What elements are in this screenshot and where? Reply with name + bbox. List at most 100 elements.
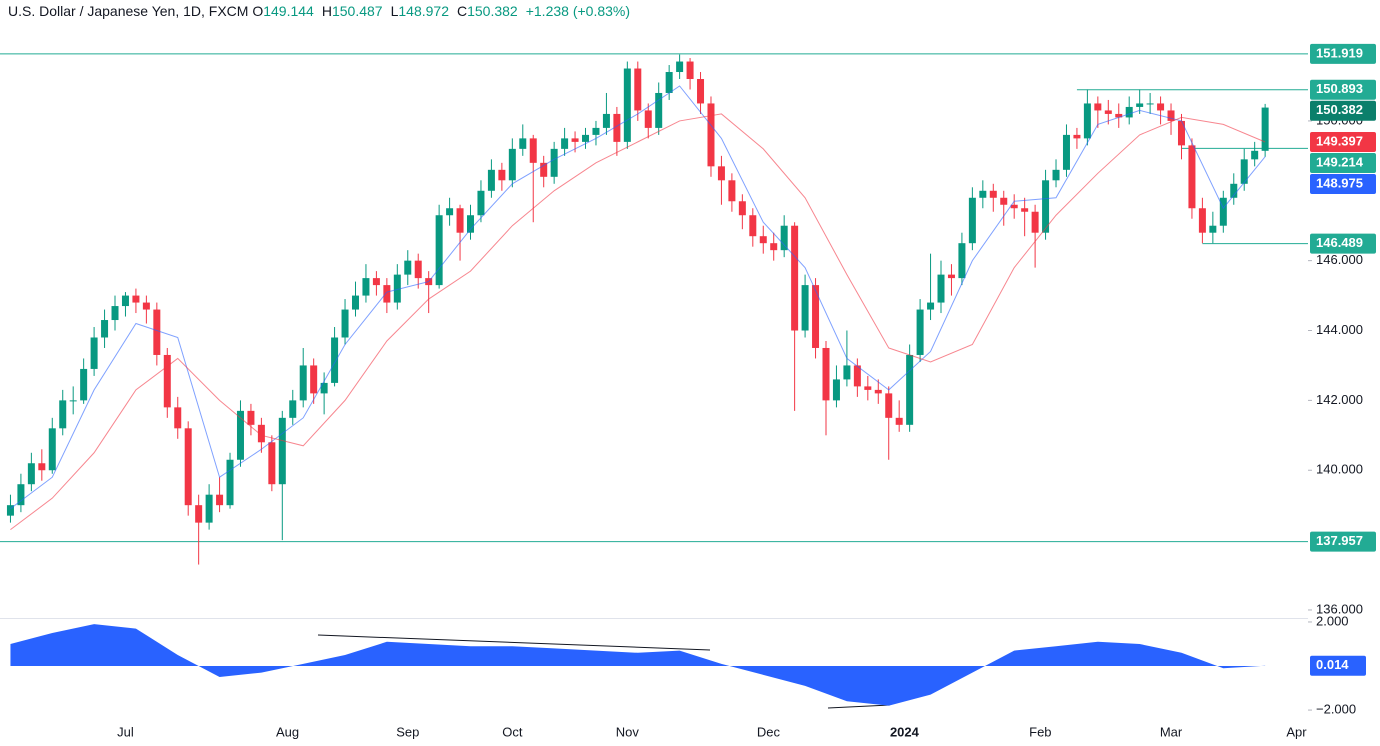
x-tick-label: Nov (616, 724, 640, 739)
candle-body (1240, 159, 1248, 184)
candle-body (205, 494, 213, 523)
candle-body (236, 410, 244, 460)
y-tick-label: 144.000 (1316, 322, 1363, 337)
candle-body (372, 278, 380, 286)
candle-body (550, 148, 558, 177)
price-label: 148.975 (1316, 175, 1363, 190)
candle-body (927, 302, 935, 310)
field-key: H (321, 3, 332, 19)
candle-body (216, 494, 224, 506)
candle-body (770, 243, 778, 251)
candle-body (989, 190, 997, 198)
moving-average (10, 85, 1266, 510)
x-tick-label: 2024 (890, 724, 920, 739)
field-value: 148.972 (398, 3, 449, 19)
candle-body (738, 201, 746, 216)
x-tick-label: Feb (1029, 724, 1051, 739)
candle-body (69, 400, 77, 402)
candle-body (613, 113, 621, 142)
candle-body (602, 113, 610, 128)
candle-body (383, 285, 391, 303)
price-label-box (1310, 152, 1376, 173)
candle-body (1115, 113, 1123, 118)
candle-body (1219, 197, 1227, 226)
candle-body (195, 505, 203, 523)
candle-body (467, 215, 475, 233)
candle-body (916, 309, 924, 355)
value-label: 0.014 (1316, 657, 1349, 672)
price-label-box (1310, 43, 1376, 64)
y-tick-label: 140.000 (1316, 462, 1363, 477)
candle-body (331, 337, 339, 383)
candle-body (184, 428, 192, 506)
field-key: O (252, 3, 264, 19)
candle-body (6, 505, 14, 516)
candle-body (623, 68, 631, 142)
price-label: 150.893 (1316, 81, 1363, 96)
candle-body (801, 285, 809, 331)
candle-body (1021, 208, 1029, 212)
candle-body (163, 354, 171, 408)
candle-body (571, 138, 579, 142)
candle-body (90, 337, 98, 369)
candle-body (749, 215, 757, 237)
price-label: 149.397 (1316, 133, 1363, 148)
price-label: 151.919 (1316, 45, 1363, 60)
candle-body (27, 463, 35, 485)
candle-body (582, 134, 590, 142)
candle-body (59, 400, 67, 429)
candle-body (1230, 183, 1238, 198)
candle-body (247, 410, 255, 425)
candle-body (592, 127, 600, 135)
candle-body (257, 424, 265, 443)
ohlc: O149.144 H150.487 L148.972 C150.382 (252, 3, 525, 19)
candle-body (1177, 120, 1185, 146)
candle-body (393, 274, 401, 303)
candle-body (101, 320, 109, 338)
value-label-box (1310, 655, 1366, 676)
price-label-box (1310, 531, 1376, 552)
candle-body (759, 236, 767, 244)
candle-body (132, 295, 140, 303)
y-tick-label: 142.000 (1316, 392, 1363, 407)
candle-body (906, 354, 914, 425)
candle-body (697, 79, 705, 104)
candle-body (707, 103, 715, 167)
field-value: 149.144 (263, 3, 314, 19)
header: U.S. Dollar / Japanese Yen, 1D, FXCM O14… (8, 3, 638, 19)
candle-body (634, 68, 642, 111)
candle-body (540, 162, 548, 177)
candle-body (153, 309, 161, 355)
price-label: 146.489 (1316, 235, 1363, 250)
candle-body (289, 400, 297, 418)
candle-body (404, 260, 412, 275)
candle-body (1125, 106, 1133, 118)
x-tick-label: Dec (757, 724, 781, 739)
candle-body (780, 225, 788, 251)
x-tick-label: Sep (396, 724, 419, 739)
candle-body (446, 208, 454, 216)
candle-body (665, 72, 673, 93)
field-key: C (456, 3, 468, 19)
x-tick-label: Mar (1160, 724, 1183, 739)
trendline (317, 634, 711, 651)
candle-body (686, 61, 694, 80)
candle-body (435, 215, 443, 286)
candle-body (979, 190, 987, 198)
candle-body (38, 463, 46, 471)
price-label-box (1310, 233, 1376, 254)
candle-body (278, 417, 286, 485)
candle-body (958, 243, 966, 279)
symbol: U.S. Dollar / Japanese Yen, 1D, FXCM (8, 3, 249, 19)
candle-body (414, 260, 422, 279)
candle-body (843, 365, 851, 380)
candle-body (1010, 204, 1018, 209)
candle-body (310, 365, 318, 394)
candle-body (299, 365, 307, 401)
candle-body (121, 295, 129, 307)
candle-body (1261, 107, 1269, 151)
candle-body (812, 285, 820, 348)
y-tick-label: 136.000 (1316, 601, 1363, 616)
